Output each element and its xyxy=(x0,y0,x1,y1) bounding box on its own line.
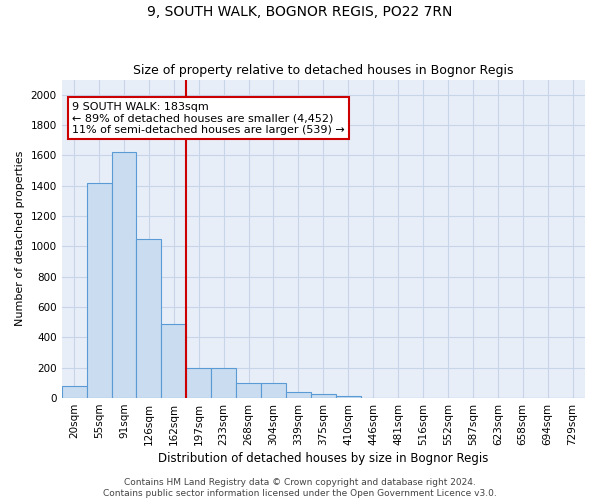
Y-axis label: Number of detached properties: Number of detached properties xyxy=(15,151,25,326)
Bar xyxy=(236,383,261,398)
Text: Contains HM Land Registry data © Crown copyright and database right 2024.
Contai: Contains HM Land Registry data © Crown c… xyxy=(103,478,497,498)
Bar xyxy=(211,368,236,398)
Bar xyxy=(86,182,112,398)
Bar xyxy=(136,239,161,398)
Text: 9, SOUTH WALK, BOGNOR REGIS, PO22 7RN: 9, SOUTH WALK, BOGNOR REGIS, PO22 7RN xyxy=(148,5,452,19)
Bar xyxy=(112,152,136,398)
Text: 9 SOUTH WALK: 183sqm
← 89% of detached houses are smaller (4,452)
11% of semi-de: 9 SOUTH WALK: 183sqm ← 89% of detached h… xyxy=(72,102,345,135)
Bar xyxy=(336,396,361,398)
X-axis label: Distribution of detached houses by size in Bognor Regis: Distribution of detached houses by size … xyxy=(158,452,488,465)
Bar xyxy=(286,392,311,398)
Bar xyxy=(62,386,86,398)
Bar xyxy=(186,368,211,398)
Bar xyxy=(161,324,186,398)
Bar xyxy=(261,383,286,398)
Bar xyxy=(311,394,336,398)
Title: Size of property relative to detached houses in Bognor Regis: Size of property relative to detached ho… xyxy=(133,64,514,77)
